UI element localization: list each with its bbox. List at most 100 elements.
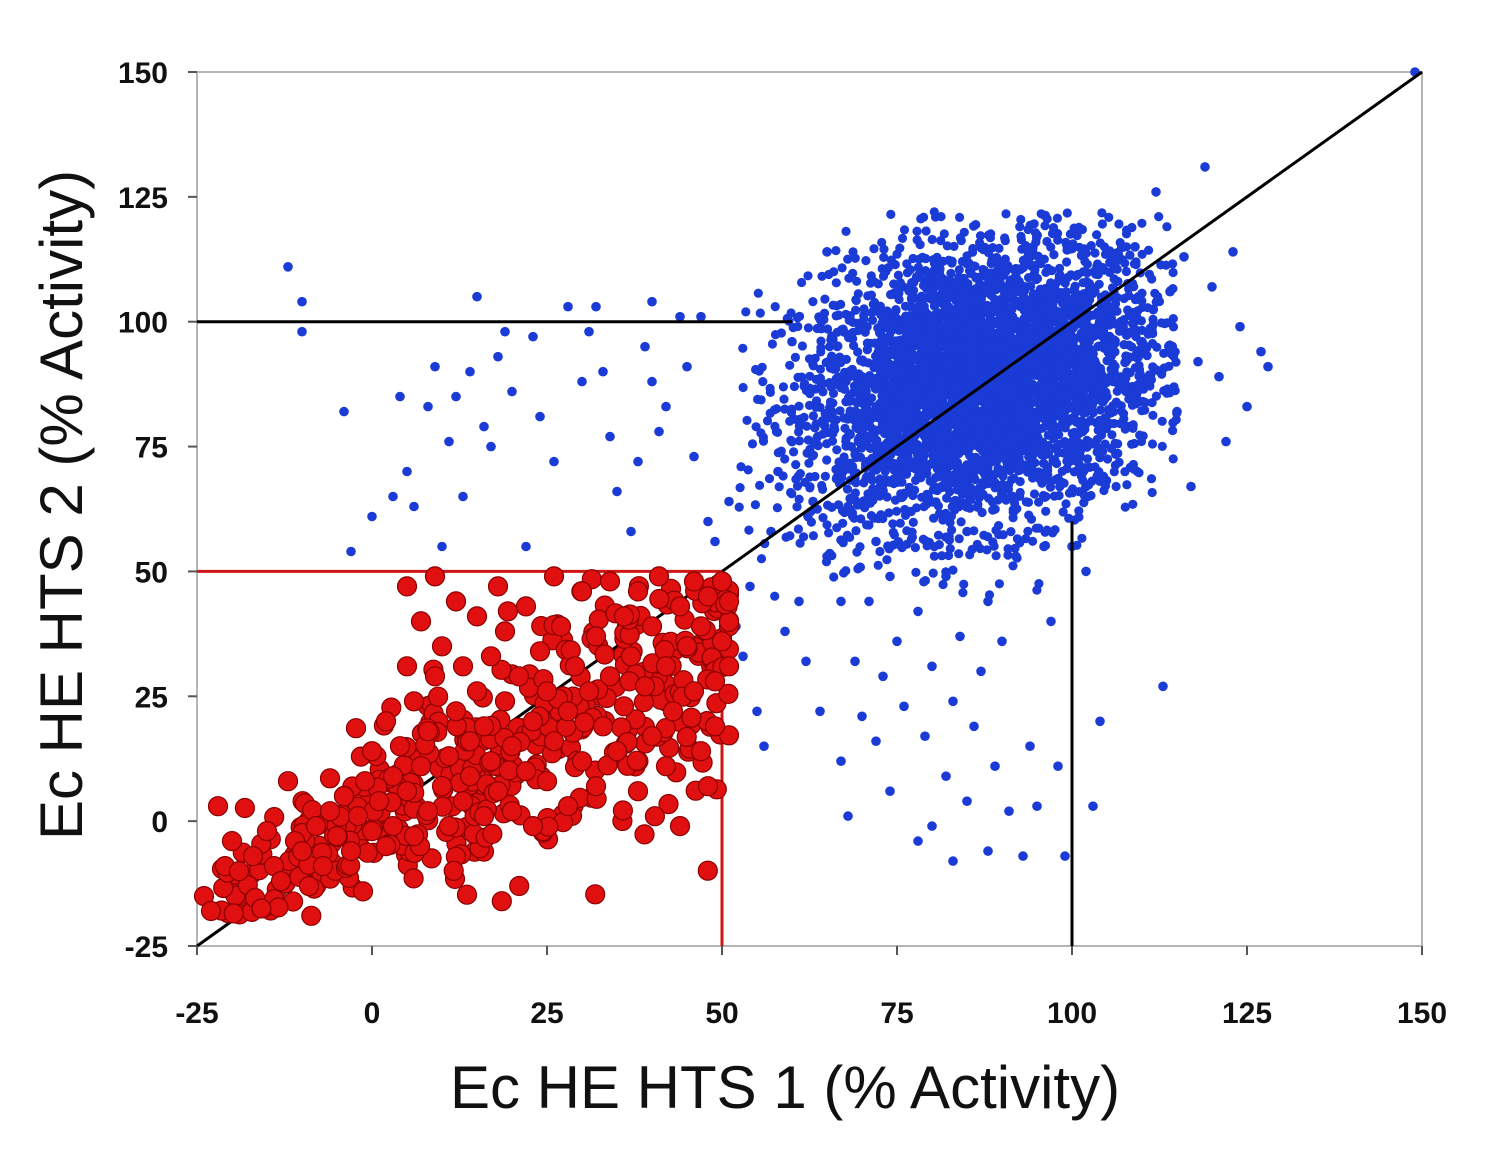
inactive-point	[1168, 267, 1178, 278]
hit-point	[340, 840, 362, 862]
inactive-point	[962, 251, 972, 261]
y-axis-title: Ec HE HTS 2 (% Activity)	[28, 170, 95, 840]
hit-point	[676, 636, 698, 657]
inactive-point	[928, 255, 939, 265]
inactive-point	[1107, 430, 1117, 440]
inactive-point	[832, 445, 842, 455]
inactive-point	[1077, 386, 1087, 397]
inactive-point	[803, 323, 814, 333]
inactive-point	[943, 358, 953, 368]
inactive-point	[962, 796, 972, 806]
inactive-point	[948, 318, 958, 328]
inactive-point	[971, 452, 981, 462]
inactive-point	[952, 420, 962, 430]
inactive-point	[1159, 363, 1169, 373]
inactive-point	[923, 338, 933, 348]
hit-point	[270, 870, 292, 892]
inactive-point	[1029, 489, 1040, 499]
hit-point	[443, 860, 464, 881]
inactive-point	[1207, 282, 1217, 292]
hit-point	[690, 616, 712, 637]
hit-point	[326, 825, 348, 847]
inactive-point	[738, 651, 748, 662]
inactive-point	[979, 265, 989, 275]
inactive-point	[1138, 396, 1148, 407]
inactive-point	[787, 489, 797, 499]
inactive-point	[1137, 336, 1147, 347]
inactive-point	[1092, 447, 1102, 457]
inactive-point	[756, 428, 766, 438]
inactive-point	[1161, 260, 1171, 270]
inactive-point	[1121, 266, 1131, 277]
hit-point	[571, 581, 593, 602]
inactive-point	[1040, 221, 1050, 231]
inactive-point	[1157, 416, 1167, 426]
inactive-point	[938, 579, 948, 590]
inactive-point	[973, 502, 983, 512]
inactive-point	[817, 271, 827, 281]
inactive-point	[1018, 337, 1028, 347]
hit-point	[599, 571, 621, 592]
inactive-point	[1228, 247, 1238, 257]
inactive-point	[945, 544, 955, 554]
inactive-point	[859, 422, 869, 433]
hit-point	[718, 611, 740, 632]
inactive-point	[794, 596, 804, 607]
inactive-point	[859, 496, 869, 506]
inactive-point	[1044, 284, 1054, 294]
inactive-point	[1042, 236, 1052, 247]
hit-point	[487, 781, 509, 802]
hit-point	[396, 576, 418, 597]
inactive-point	[1121, 373, 1131, 383]
inactive-point	[1078, 278, 1088, 288]
inactive-point	[755, 480, 765, 490]
inactive-point	[647, 296, 657, 307]
hit-point	[536, 771, 558, 792]
inactive-point	[808, 531, 819, 541]
inactive-point	[1111, 397, 1121, 407]
inactive-point	[1119, 340, 1129, 350]
inactive-point	[859, 478, 869, 488]
hit-point	[494, 621, 516, 642]
inactive-point	[779, 394, 789, 404]
hit-point	[403, 691, 425, 712]
hit-point	[403, 868, 424, 889]
inactive-point	[789, 447, 799, 457]
inactive-point	[1014, 447, 1025, 457]
inactive-point	[855, 562, 865, 572]
hit-point	[557, 701, 579, 722]
inactive-point	[1028, 536, 1038, 546]
hit-point	[627, 581, 649, 602]
hit-point	[396, 781, 418, 802]
inactive-point	[507, 386, 517, 397]
inactive-point	[886, 290, 896, 300]
inactive-point	[283, 262, 293, 272]
inactive-point	[956, 517, 966, 527]
inactive-point	[801, 385, 812, 396]
inactive-point	[969, 309, 979, 319]
inactive-point	[895, 278, 905, 288]
hit-point	[242, 845, 264, 867]
inactive-point	[1023, 526, 1033, 536]
inactive-point	[853, 347, 863, 357]
inactive-point	[921, 226, 931, 236]
inactive-point	[764, 474, 775, 484]
inactive-point	[946, 268, 956, 278]
inactive-point	[756, 554, 767, 564]
inactive-point	[1124, 284, 1134, 294]
inactive-point	[465, 366, 475, 377]
inactive-point	[851, 452, 861, 463]
inactive-point	[806, 517, 817, 527]
inactive-point	[955, 362, 965, 372]
inactive-point	[889, 309, 899, 319]
inactive-point	[938, 515, 948, 525]
inactive-point	[808, 361, 819, 371]
inactive-point	[1046, 292, 1056, 303]
inactive-point	[983, 596, 993, 607]
inactive-point	[1026, 361, 1036, 371]
y-tick-label: -25	[125, 931, 168, 964]
inactive-point	[888, 405, 898, 415]
hit-point	[417, 721, 439, 742]
inactive-point	[769, 405, 780, 415]
inactive-point	[976, 666, 986, 677]
